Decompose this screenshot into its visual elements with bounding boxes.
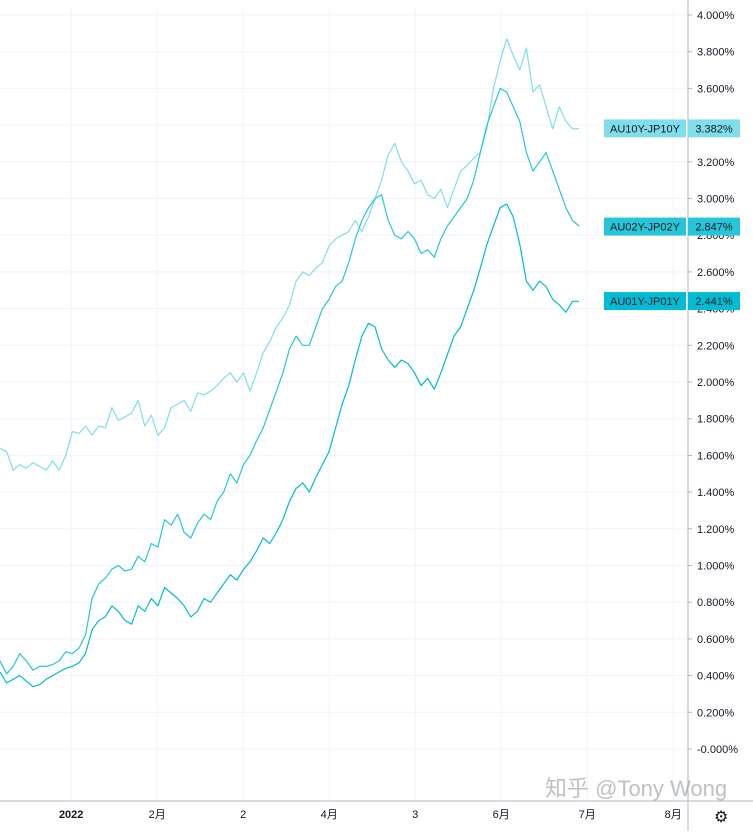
series-name-box xyxy=(604,119,686,138)
y-tick-label: 1.800% xyxy=(697,414,735,426)
y-tick-label: 0.200% xyxy=(697,707,735,719)
y-tick-label: 2.200% xyxy=(697,340,735,352)
series-badge-au01y-jp01y: AU01Y-JP01Y 2.441% xyxy=(604,292,740,311)
series-name-label: AU02Y-JP02Y xyxy=(610,222,681,234)
y-tick-label: 1.200% xyxy=(697,524,735,536)
y-tick-label: 1.000% xyxy=(697,561,735,573)
series-line-au01y-jp01y xyxy=(0,203,579,688)
series-line-au02y-jp02y xyxy=(0,87,580,675)
x-tick-label: 2 xyxy=(240,809,246,821)
y-tick-label: -0.000% xyxy=(697,744,738,756)
x-tick-label: 2022 xyxy=(59,809,83,821)
badge-layer: AU10Y-JP10Y 3.382% AU02Y-JP02Y 2.847% AU01Y-… xyxy=(604,119,740,311)
series-line-au10y-jp10y xyxy=(0,38,579,471)
series-name-label: AU10Y-JP10Y xyxy=(610,123,681,135)
series-value-label: 3.382% xyxy=(695,123,733,135)
series-value-box xyxy=(688,119,740,138)
series-badge-au10y-jp10y: AU10Y-JP10Y 3.382% xyxy=(604,119,740,138)
series-value-box xyxy=(688,292,740,311)
y-tick-label: 3.000% xyxy=(697,194,735,206)
x-tick-label: 4月 xyxy=(321,809,338,821)
series-badge-au02y-jp02y: AU02Y-JP02Y 2.847% xyxy=(604,217,740,236)
y-tick-label: 1.400% xyxy=(697,487,735,499)
series-value-label: 2.847% xyxy=(695,222,733,234)
x-tick-label: 3 xyxy=(412,809,418,821)
y-tick-label: 4.000% xyxy=(697,10,735,22)
x-tick-label: 7月 xyxy=(579,809,596,821)
y-tick-label: 2.600% xyxy=(697,267,735,279)
x-tick-label: 6月 xyxy=(493,809,510,821)
y-tick-label: 0.600% xyxy=(697,634,735,646)
series-name-box xyxy=(604,217,686,236)
series-layer xyxy=(0,38,580,688)
y-tick-label: 1.600% xyxy=(697,450,735,462)
grid-layer xyxy=(0,8,688,800)
series-name-box xyxy=(604,292,686,311)
x-tick-label: 2月 xyxy=(149,809,166,821)
y-tick-label: 0.800% xyxy=(697,597,735,609)
y-tick-label: 3.200% xyxy=(697,157,735,169)
y-tick-label: 3.600% xyxy=(697,83,735,95)
series-name-label: AU01Y-JP01Y xyxy=(610,296,681,308)
y-tick-label: 0.400% xyxy=(697,671,735,683)
series-value-box xyxy=(688,217,740,236)
watermark-text: 知乎 @Tony Wong xyxy=(545,776,727,801)
y-tick-label: 3.800% xyxy=(697,47,735,59)
settings-gear-icon[interactable]: ⚙ xyxy=(714,809,728,826)
y-tick-label: 2.000% xyxy=(697,377,735,389)
series-value-label: 2.441% xyxy=(695,296,733,308)
x-tick-label: 8月 xyxy=(665,809,682,821)
